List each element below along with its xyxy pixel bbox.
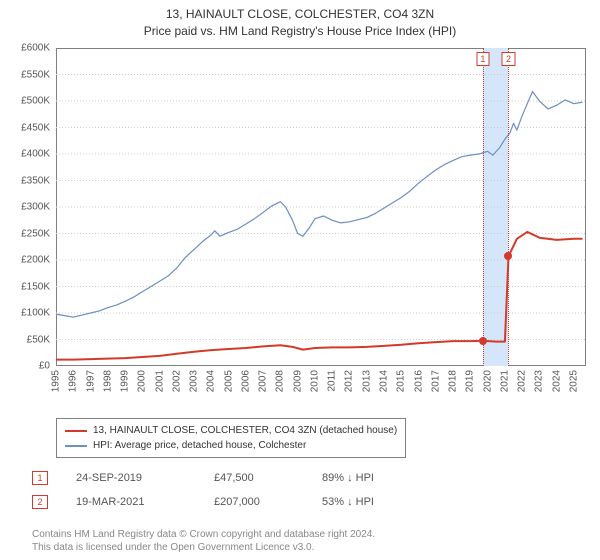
legend-box: 13, HAINAULT CLOSE, COLCHESTER, CO4 3ZN … xyxy=(56,418,406,458)
sales-price: £47,500 xyxy=(214,472,294,484)
chart-title: 13, HAINAULT CLOSE, COLCHESTER, CO4 3ZN xyxy=(0,0,600,23)
y-tick-label: £0 xyxy=(39,361,50,372)
sales-row: 2 19-MAR-2021 £207,000 53% ↓ HPI xyxy=(32,490,422,514)
x-tick-label: 2025 xyxy=(568,370,579,392)
x-tick-label: 2022 xyxy=(517,370,528,392)
x-tick-label: 1996 xyxy=(68,370,79,392)
x-tick-label: 2010 xyxy=(309,370,320,392)
x-tick-label: 2021 xyxy=(499,370,510,392)
y-tick-label: £50K xyxy=(27,334,50,345)
x-tick-label: 2023 xyxy=(534,370,545,392)
x-tick-label: 2009 xyxy=(292,370,303,392)
plot-area: £0£50K£100K£150K£200K£250K£300K£350K£400… xyxy=(56,48,586,366)
x-tick-label: 1998 xyxy=(102,370,113,392)
x-tick-label: 2012 xyxy=(344,370,355,392)
footer-line-2: This data is licensed under the Open Gov… xyxy=(32,541,375,554)
x-tick-label: 1999 xyxy=(120,370,131,392)
y-tick-label: £400K xyxy=(21,149,50,160)
y-tick-label: £250K xyxy=(21,228,50,239)
sale-marker xyxy=(504,252,512,260)
y-tick-label: £150K xyxy=(21,281,50,292)
y-tick-label: £350K xyxy=(21,175,50,186)
x-tick-label: 2015 xyxy=(396,370,407,392)
sale-flag: 1 xyxy=(476,52,489,66)
x-tick-label: 2002 xyxy=(171,370,182,392)
y-tick-label: £500K xyxy=(21,96,50,107)
x-tick-label: 2004 xyxy=(206,370,217,392)
legend-label: 13, HAINAULT CLOSE, COLCHESTER, CO4 3ZN … xyxy=(93,423,397,438)
sale-marker xyxy=(479,337,487,345)
x-tick-label: 2000 xyxy=(137,370,148,392)
x-tick-label: 2001 xyxy=(154,370,165,392)
sale-vertical-line xyxy=(483,48,484,366)
sales-table: 1 24-SEP-2019 £47,500 89% ↓ HPI 2 19-MAR-2021… xyxy=(32,466,422,514)
sales-price: £207,000 xyxy=(214,496,294,508)
x-tick-label: 2016 xyxy=(413,370,424,392)
x-tick-label: 2017 xyxy=(430,370,441,392)
y-tick-label: £100K xyxy=(21,308,50,319)
x-tick-label: 2003 xyxy=(189,370,200,392)
y-tick-label: £600K xyxy=(21,43,50,54)
x-tick-label: 2020 xyxy=(482,370,493,392)
sales-date: 24-SEP-2019 xyxy=(76,472,186,484)
sale-vertical-line xyxy=(508,48,509,366)
x-tick-label: 2014 xyxy=(379,370,390,392)
legend-swatch xyxy=(65,430,87,432)
x-tick-label: 2011 xyxy=(327,370,338,392)
legend-label: HPI: Average price, detached house, Colc… xyxy=(93,438,306,453)
x-tick-label: 1997 xyxy=(85,370,96,392)
sales-pct: 53% ↓ HPI xyxy=(322,496,422,508)
sales-row: 1 24-SEP-2019 £47,500 89% ↓ HPI xyxy=(32,466,422,490)
footer-line-1: Contains HM Land Registry data © Crown c… xyxy=(32,528,375,541)
sales-date: 19-MAR-2021 xyxy=(76,496,186,508)
y-tick-label: £450K xyxy=(21,122,50,133)
x-tick-label: 1995 xyxy=(51,370,62,392)
legend-item: HPI: Average price, detached house, Colc… xyxy=(65,438,397,453)
x-tick-label: 2013 xyxy=(361,370,372,392)
y-tick-label: £300K xyxy=(21,202,50,213)
line-series xyxy=(56,48,586,366)
sales-pct: 89% ↓ HPI xyxy=(322,472,422,484)
x-tick-label: 2006 xyxy=(240,370,251,392)
x-tick-label: 2008 xyxy=(275,370,286,392)
chart-subtitle: Price paid vs. HM Land Registry's House … xyxy=(0,23,600,40)
x-tick-label: 2007 xyxy=(258,370,269,392)
y-tick-label: £200K xyxy=(21,255,50,266)
y-tick-label: £550K xyxy=(21,69,50,80)
x-tick-label: 2018 xyxy=(448,370,459,392)
legend-swatch xyxy=(65,445,87,447)
sales-flag: 2 xyxy=(32,495,48,509)
x-tick-label: 2024 xyxy=(551,370,562,392)
sale-flag: 2 xyxy=(502,52,515,66)
legend-item: 13, HAINAULT CLOSE, COLCHESTER, CO4 3ZN … xyxy=(65,423,397,438)
x-tick-label: 2005 xyxy=(223,370,234,392)
x-tick-label: 2019 xyxy=(465,370,476,392)
footer-attribution: Contains HM Land Registry data © Crown c… xyxy=(32,528,375,554)
sales-flag: 1 xyxy=(32,471,48,485)
